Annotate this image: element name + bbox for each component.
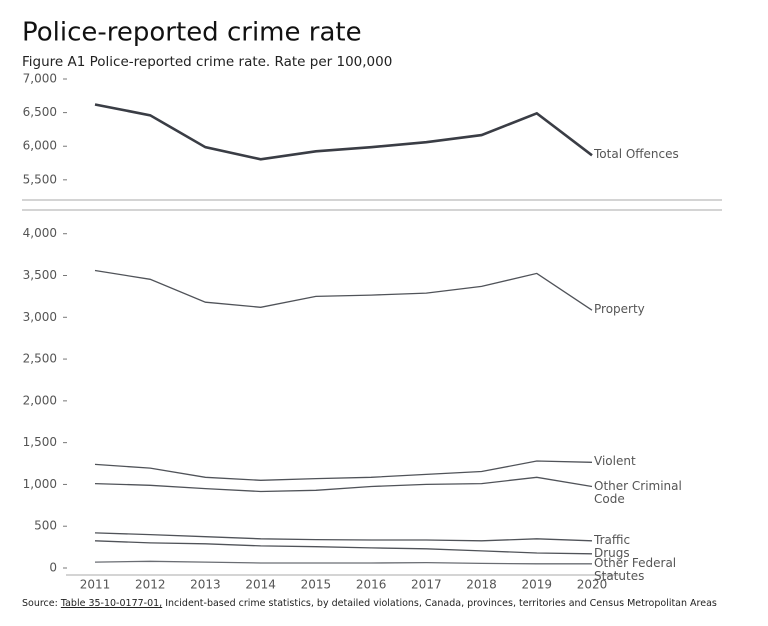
- y-tick-label: 7,000: [23, 72, 57, 86]
- x-tick-label: 2015: [301, 578, 332, 592]
- chart-subtitle: Figure A1 Police-reported crime rate. Ra…: [22, 54, 392, 70]
- line: [94, 269, 593, 311]
- source-text: Incident-based crime statistics, by deta…: [162, 598, 717, 609]
- line: [94, 460, 593, 481]
- line: [94, 532, 593, 542]
- y-tick-label: 1,500: [23, 435, 57, 449]
- series-label: Total Offences: [594, 148, 679, 162]
- series-label: Property: [594, 303, 645, 317]
- x-tick-label: 2017: [411, 578, 442, 592]
- y-tick-label: 1,000: [23, 477, 57, 491]
- y-tick-label: 3,000: [23, 310, 57, 324]
- chart-title: Police-reported crime rate: [22, 18, 362, 48]
- line: [94, 540, 593, 555]
- y-tick-label: 500: [34, 519, 57, 533]
- x-tick-label: 2012: [135, 578, 166, 592]
- series-label: Violent: [594, 455, 636, 469]
- y-tick-label: 6,000: [23, 139, 57, 153]
- x-tick-label: 2014: [245, 578, 276, 592]
- x-tick-label: 2018: [466, 578, 497, 592]
- y-tick-label: 0: [49, 561, 57, 575]
- line: [94, 103, 593, 161]
- x-tick-label: 2019: [522, 578, 553, 592]
- series-label-box: Other Criminal Code: [594, 479, 682, 506]
- x-tick-label: 2011: [80, 578, 111, 592]
- series-label-box: Other Federal Statutes: [594, 556, 677, 583]
- source: Source: Table 35-10-0177-01, Incident-ba…: [22, 598, 717, 609]
- series-label-box: Property: [594, 303, 645, 317]
- y-tick-label: 2,000: [23, 393, 57, 407]
- source-prefix: Source:: [22, 598, 61, 609]
- source-link[interactable]: Table 35-10-0177-01,: [60, 598, 163, 609]
- series-label-box: Drugs: [594, 546, 630, 560]
- y-tick-label: 4,000: [23, 226, 57, 240]
- x-tick-label: 2016: [356, 578, 387, 592]
- y-tick-label: 5,500: [23, 172, 57, 186]
- line: [94, 560, 592, 565]
- y-tick-label: 2,500: [23, 352, 57, 366]
- series-label: Other Federal Statutes: [594, 556, 677, 583]
- x-tick-label: 2020: [577, 578, 608, 592]
- y-tick-label: 3,500: [23, 268, 57, 282]
- line: [94, 476, 593, 493]
- series-label-box: Traffic: [594, 533, 631, 547]
- series-label: Traffic: [594, 533, 631, 547]
- y-tick-label: 6,500: [23, 105, 57, 119]
- series-label-box: Violent: [594, 455, 636, 469]
- series-label-box: Total Offences: [594, 148, 679, 162]
- x-tick-label: 2013: [190, 578, 221, 592]
- series-label: Drugs: [594, 546, 630, 560]
- series-label: Other Criminal Code: [594, 479, 682, 506]
